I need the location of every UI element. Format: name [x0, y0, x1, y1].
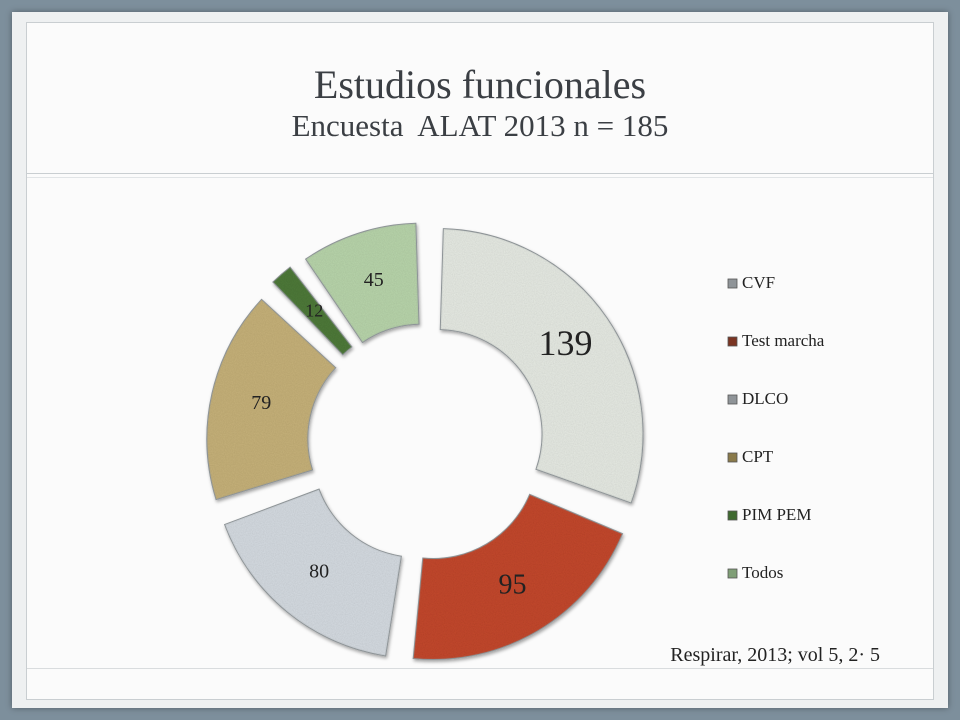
legend-swatch-cvf — [727, 278, 738, 289]
legend-label-cpt: CPT — [742, 447, 774, 466]
citation: Respirar, 2013; vol 5, 2· 5 — [670, 644, 880, 666]
footer-divider — [27, 668, 933, 669]
slice-texture-dlco — [225, 489, 401, 656]
slide-frame: Estudios funcionales Encuesta ALAT 2013 … — [12, 12, 948, 708]
slice-texture-test-marcha — [413, 494, 622, 660]
legend-label-pim-pem: PIM PEM — [742, 505, 811, 524]
legend-label-dlco: DLCO — [742, 389, 788, 408]
legend-swatch-todos — [727, 568, 738, 579]
data-label-cpt: 79 — [251, 392, 271, 414]
data-label-todos: 45 — [364, 269, 384, 291]
legend-swatch-cpt — [727, 452, 738, 463]
slice-texture-todos — [306, 223, 419, 342]
slice-texture-cvf — [440, 229, 643, 503]
legend-label-cvf: CVF — [742, 273, 775, 292]
slide-subtitle: Encuesta ALAT 2013 n = 185 — [291, 108, 669, 143]
slide-title: Estudios funcionales — [313, 62, 647, 107]
data-label-dlco: 80 — [309, 561, 329, 583]
data-label-cvf: 139 — [538, 323, 592, 363]
data-label-pim-pem: 12 — [305, 301, 323, 321]
slide: Estudios funcionales Encuesta ALAT 2013 … — [26, 22, 934, 700]
title-area: Estudios funcionales Encuesta ALAT 2013 … — [27, 23, 933, 173]
legend-swatch-test-marcha — [727, 336, 738, 347]
legend-label-test-marcha: Test marcha — [742, 331, 825, 350]
slice-texture-pim-pem — [273, 267, 352, 355]
data-label-test-marcha: 95 — [499, 570, 527, 601]
legend-swatch-dlco — [727, 394, 738, 405]
slice-texture-cpt — [207, 300, 336, 500]
header-divider-secondary — [27, 177, 933, 178]
header-divider — [27, 173, 933, 174]
legend-swatch-pim-pem — [727, 510, 738, 521]
legend-label-todos: Todos — [742, 563, 783, 582]
